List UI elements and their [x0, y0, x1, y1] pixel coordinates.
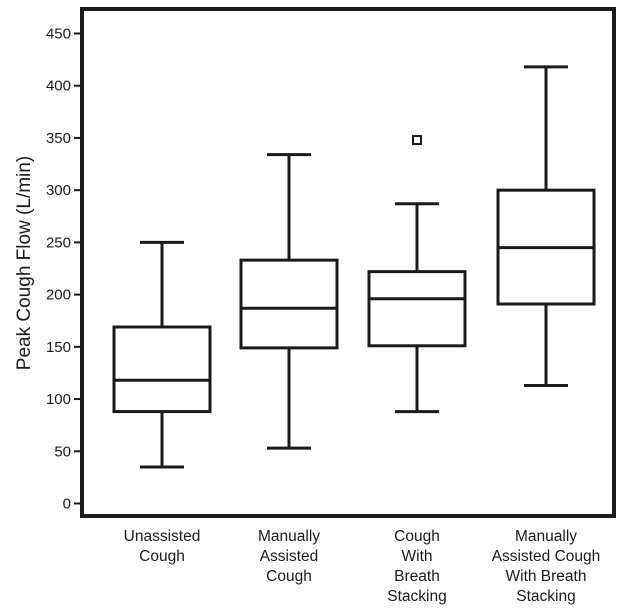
- x-category-label-line: With: [402, 548, 433, 565]
- iqr-box: [367, 270, 467, 348]
- x-category-label-line: Cough: [394, 528, 440, 545]
- x-category-label-line: With Breath: [506, 568, 587, 585]
- x-category-label-line: Stacking: [387, 588, 446, 605]
- x-category-label-line: Cough: [139, 548, 185, 565]
- y-tick-label: 50: [54, 443, 71, 460]
- x-category-label-line: Unassisted: [124, 528, 201, 545]
- x-category-label: Manually Assisted Cough With Breath Stackin…: [492, 528, 601, 605]
- x-category-label-line: Assisted Cough: [492, 548, 601, 565]
- y-axis-title: Peak Cough Flow (L/min): [14, 156, 35, 370]
- y-tick-label: 0: [63, 496, 71, 513]
- x-category-label-line: Manually: [515, 528, 577, 545]
- y-tick-label: 200: [46, 287, 71, 304]
- y-tick-label: 300: [46, 182, 71, 199]
- outlier-point: [412, 135, 422, 146]
- box-group: [367, 135, 467, 414]
- box-group: [239, 153, 339, 450]
- x-category-label-line: Manually: [258, 528, 320, 545]
- x-category-label: Cough With Breath Stacking: [387, 528, 446, 605]
- x-category-label-line: Breath: [394, 568, 440, 585]
- box-group: [112, 240, 212, 469]
- box-group: [496, 65, 596, 387]
- iqr-box: [239, 258, 339, 350]
- y-tick-label: 150: [46, 339, 71, 356]
- y-tick-label: 450: [46, 26, 71, 43]
- x-category-label: Unassisted Cough: [124, 528, 201, 565]
- iqr-box: [112, 325, 212, 414]
- box-series: [112, 65, 596, 469]
- y-tick-label: 250: [46, 234, 71, 251]
- x-category-label-line: Stacking: [516, 588, 575, 605]
- x-category-label-line: Assisted: [260, 548, 319, 565]
- x-category-label: Manually Assisted Cough: [258, 528, 320, 585]
- y-axis-ticks: 0 50 100 150 200 250 300 350 400 450: [46, 26, 82, 513]
- y-tick-label: 100: [46, 391, 71, 408]
- y-axis-title-group: Peak Cough Flow (L/min): [14, 156, 35, 370]
- plot-frame: [80, 7, 616, 518]
- x-category-label-line: Cough: [266, 568, 312, 585]
- y-tick-label: 350: [46, 130, 71, 147]
- y-tick-label: 400: [46, 78, 71, 95]
